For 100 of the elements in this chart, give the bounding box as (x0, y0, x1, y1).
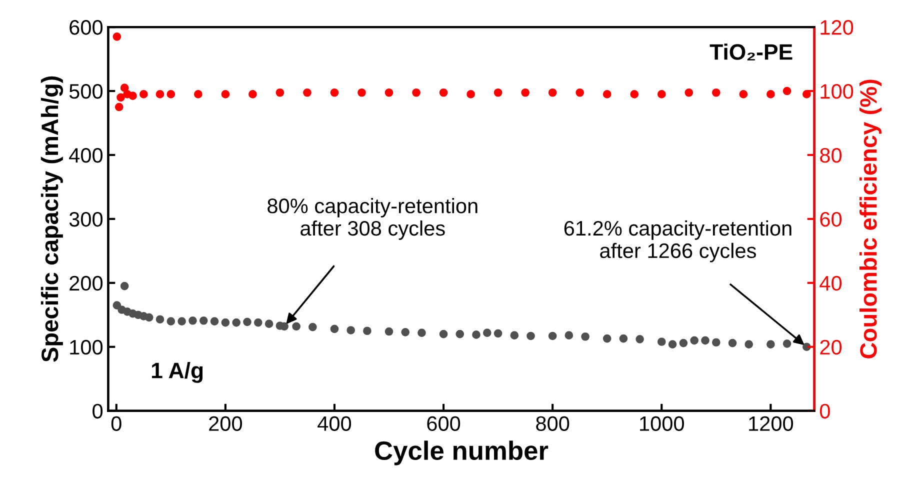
y2-tick-label: 0 (820, 404, 830, 419)
point (728, 338, 737, 348)
point (292, 322, 300, 331)
point (472, 330, 480, 339)
point (494, 88, 502, 97)
point (668, 340, 677, 348)
x-tick-label: 200 (209, 416, 242, 431)
point (264, 320, 274, 328)
x-axis-title: Cycle number (375, 440, 548, 466)
point (221, 90, 230, 98)
point (330, 324, 339, 334)
point (548, 88, 557, 97)
point (384, 327, 394, 336)
y2-tick-label: 20 (820, 340, 842, 355)
point (802, 90, 811, 98)
point (439, 88, 448, 97)
y-tick-label: 300 (69, 212, 103, 227)
x-tick-label: 800 (536, 416, 570, 431)
point (166, 90, 176, 98)
point (739, 90, 748, 98)
point (576, 88, 584, 97)
point (782, 86, 792, 96)
point (276, 88, 284, 97)
annotation: 1 A/g (152, 362, 203, 383)
point (701, 336, 710, 345)
x-tick-label: 400 (318, 416, 352, 431)
point (581, 332, 590, 341)
annotation: 61.2% capacity-retention after 1266 cycles (564, 220, 792, 262)
point (630, 90, 639, 98)
y2-tick-label: 100 (820, 84, 854, 99)
annotation: TiO₂-PE (710, 44, 792, 60)
x-tick-label: 600 (427, 416, 460, 431)
point (412, 88, 420, 97)
point (482, 328, 492, 337)
point (712, 338, 720, 347)
point (221, 318, 230, 327)
point (166, 317, 176, 326)
point (178, 317, 186, 326)
y-tick-label: 0 (92, 404, 103, 419)
point (744, 340, 754, 348)
point (120, 282, 129, 290)
point (766, 90, 775, 98)
point (690, 336, 699, 345)
y-tick-label: 500 (69, 84, 103, 99)
point (156, 90, 164, 98)
x-tick-label: 0 (111, 416, 122, 431)
point (602, 334, 612, 343)
point (120, 84, 129, 92)
point (358, 88, 366, 97)
y2-tick-label: 60 (820, 212, 842, 227)
y-tick-label: 100 (70, 340, 103, 355)
y2-tick-label: 120 (820, 20, 854, 35)
y2-tick-label: 40 (820, 276, 842, 291)
point (657, 338, 666, 346)
point (564, 331, 574, 340)
point (232, 318, 241, 327)
point (782, 339, 792, 348)
point (521, 88, 530, 97)
point (210, 317, 219, 326)
point (384, 88, 394, 97)
point (636, 335, 644, 344)
point (548, 332, 557, 340)
point (466, 90, 475, 98)
y-tick-label: 200 (70, 276, 103, 291)
point (114, 102, 124, 112)
point (494, 329, 502, 338)
y2-axis-title: Coulombic efficiency (%) (859, 80, 882, 358)
x-tick-label: 1200 (749, 416, 794, 431)
point (144, 313, 154, 322)
point (330, 88, 339, 97)
point (112, 32, 122, 41)
point (679, 338, 688, 348)
point (128, 92, 137, 100)
point (248, 90, 257, 98)
point (199, 316, 208, 325)
point (194, 90, 202, 98)
y-tick-label: 600 (70, 20, 103, 35)
point (657, 90, 666, 98)
point (510, 331, 519, 340)
annotation: 80% capacity-retention after 308 cycles (268, 198, 478, 240)
point (684, 88, 694, 97)
point (156, 315, 164, 324)
point (112, 301, 122, 310)
point (439, 330, 448, 338)
point (254, 318, 262, 327)
point (766, 340, 775, 348)
point (418, 328, 426, 337)
point (116, 93, 125, 102)
point (401, 328, 410, 336)
point (456, 330, 464, 338)
point (139, 90, 148, 98)
point (303, 88, 312, 97)
x-tick-label: 1000 (640, 416, 684, 431)
point (308, 322, 317, 332)
point (526, 332, 535, 340)
point (363, 326, 372, 336)
y-axis-title: Specific capacity (mAh/g) (40, 76, 64, 362)
point (602, 90, 612, 98)
point (619, 334, 628, 343)
point (346, 326, 356, 334)
